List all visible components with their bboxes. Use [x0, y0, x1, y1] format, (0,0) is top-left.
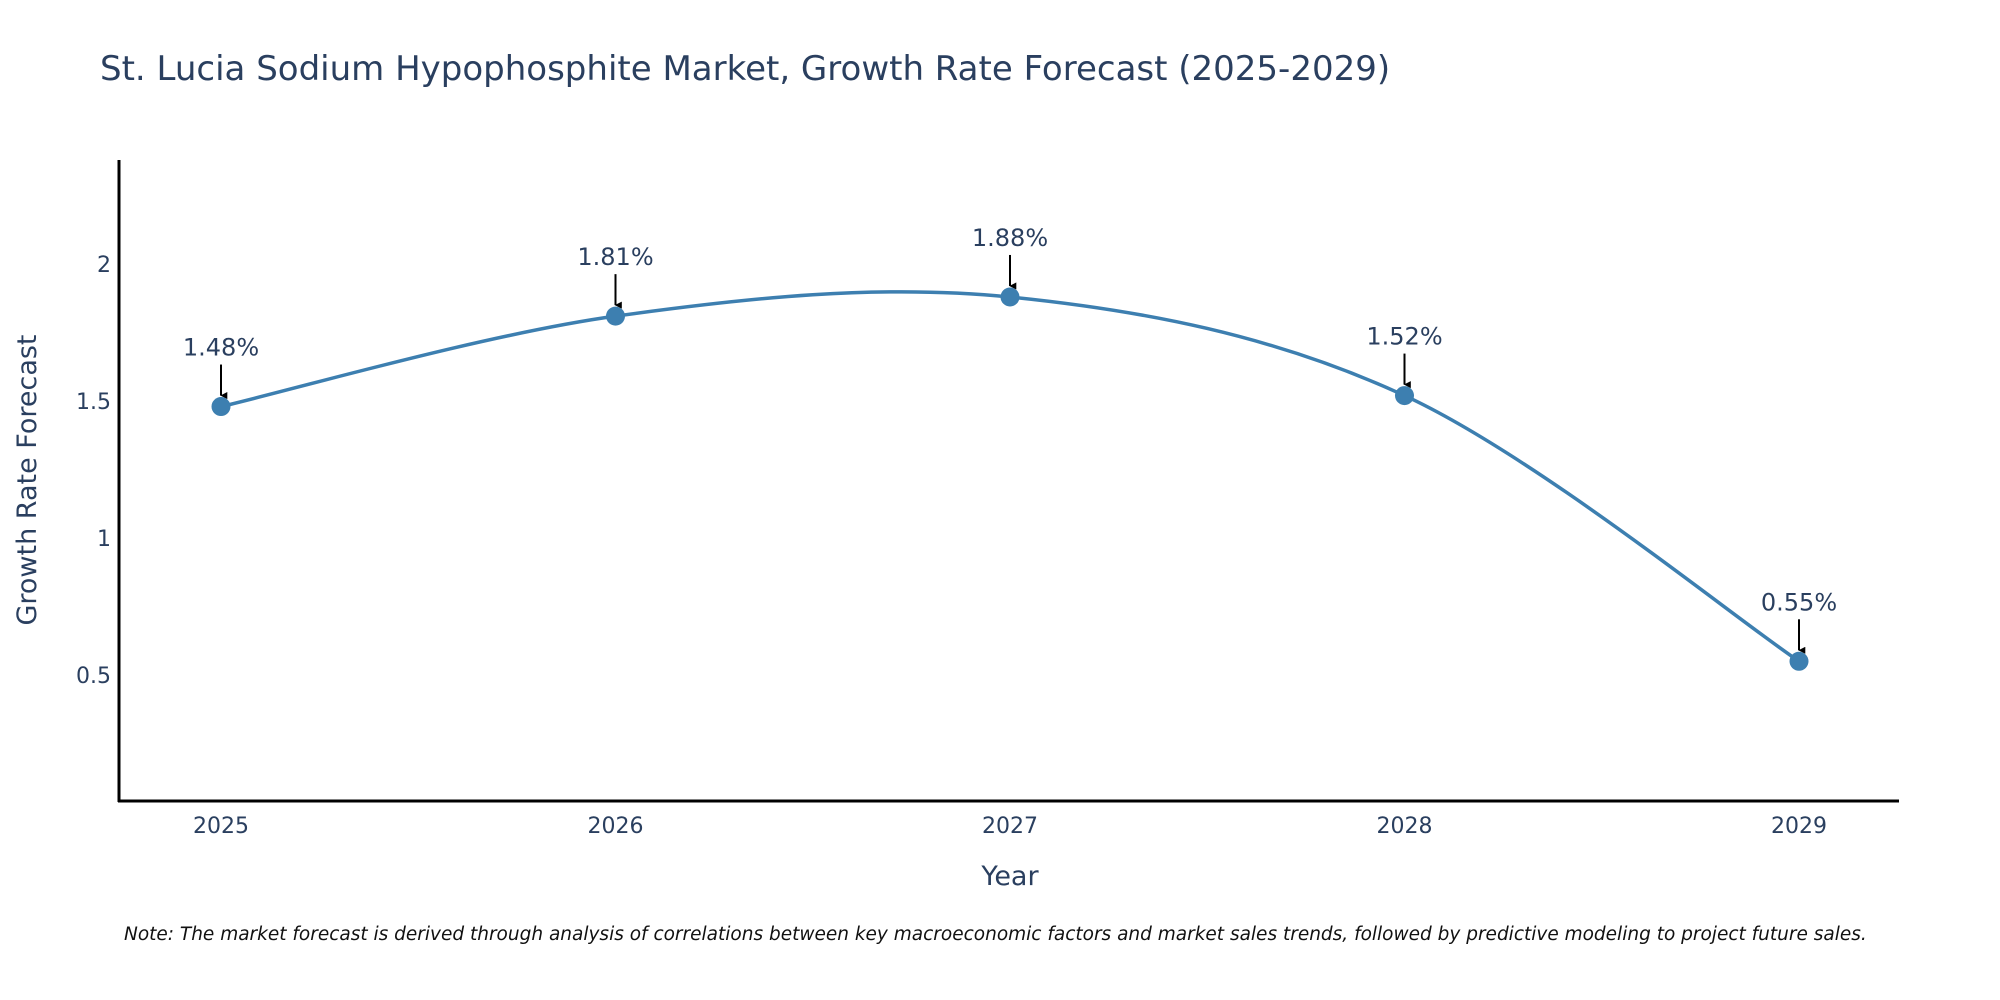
- x-tick-label: 2028: [1377, 814, 1433, 839]
- data-point-2025: [211, 397, 231, 417]
- footnote: Note: The market forecast is derived thr…: [124, 924, 1867, 945]
- x-tick-labels: 2025 2026 2027 2028 2029: [193, 814, 1827, 839]
- data-point-2028: [1395, 386, 1414, 406]
- data-label: 1.81%: [577, 243, 653, 271]
- axes: [117, 160, 1899, 803]
- data-annotations: 1.48% 1.81% 1.88% 1.52% 0.55%: [183, 224, 1837, 654]
- x-axis-title: Year: [980, 861, 1039, 892]
- y-tick-labels: 0.5 1 1.5 2: [76, 253, 111, 689]
- chart-title: St. Lucia Sodium Hypophosphite Market, G…: [100, 49, 1390, 89]
- data-label: 0.55%: [1761, 588, 1837, 616]
- y-tick-label: 1: [97, 527, 111, 552]
- series-line: [220, 290, 1800, 663]
- y-tick-label: 2: [97, 253, 111, 278]
- data-point-2026: [606, 306, 625, 326]
- y-tick-label: 1.5: [76, 390, 111, 415]
- y-axis-title: Growth Rate Forecast: [12, 334, 43, 625]
- data-label: 1.88%: [972, 224, 1048, 252]
- x-tick-label: 2029: [1771, 814, 1827, 839]
- x-tick-label: 2025: [193, 814, 249, 839]
- data-point-2029: [1789, 651, 1809, 671]
- data-point-2027: [1000, 287, 1020, 307]
- x-tick-label: 2027: [982, 814, 1038, 839]
- data-label: 1.52%: [1366, 323, 1442, 351]
- x-tick-label: 2026: [588, 814, 644, 839]
- data-label: 1.48%: [183, 334, 259, 362]
- y-tick-label: 0.5: [76, 664, 111, 689]
- series-growth-rate: [211, 287, 1809, 671]
